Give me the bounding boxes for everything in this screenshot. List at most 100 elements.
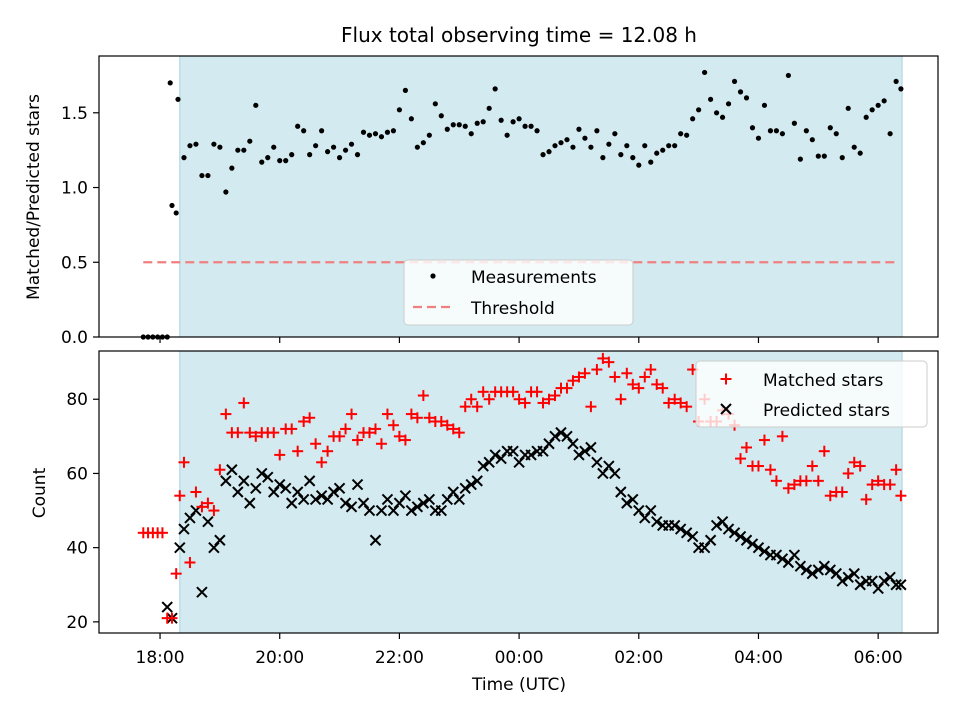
matched-point: [477, 386, 489, 398]
measurement-point: [253, 102, 259, 108]
measurement-point: [414, 144, 420, 150]
matched-points: [137, 352, 907, 624]
matched-point: [669, 393, 681, 405]
matched-point: [178, 456, 190, 468]
matched-point: [292, 445, 304, 457]
matched-point: [585, 401, 597, 413]
matched-point: [782, 482, 794, 494]
predicted-point: [238, 475, 250, 487]
predicted-point: [174, 541, 186, 554]
predicted-point: [573, 449, 585, 461]
measurement-point: [833, 131, 839, 137]
matched-point: [268, 427, 280, 439]
predicted-point: [208, 541, 220, 554]
matched-point: [447, 423, 459, 435]
predicted-point: [387, 504, 400, 517]
matched-point: [190, 486, 202, 498]
matched-point: [334, 430, 346, 442]
predicted-point: [280, 482, 292, 494]
matched-point: [286, 423, 298, 435]
predicted-point: [417, 497, 430, 509]
measurement-point: [175, 96, 181, 102]
measurement-point: [372, 131, 379, 137]
top-y-tick-label: 1.5: [61, 104, 88, 124]
bottom-y-tick-label: 40: [66, 539, 88, 559]
measurement-point: [606, 141, 612, 147]
measurement-point: [319, 128, 325, 134]
predicted-point: [351, 478, 364, 491]
bottom-legend: Matched stars Predicted stars: [695, 360, 928, 428]
predicted-point: [333, 482, 346, 494]
measurement-point: [594, 128, 600, 134]
predicted-point: [770, 549, 783, 561]
predicted-point: [399, 490, 412, 502]
matched-point: [621, 367, 633, 379]
top-panel: 0.0 0.5 1.0 1.5 Matched/Predicted stars Mea…: [24, 55, 939, 348]
x-axis-label: Time (UTC): [471, 675, 566, 695]
matched-point: [627, 378, 639, 390]
predicted-point: [411, 501, 424, 513]
predicted-point: [363, 504, 376, 517]
matched-point: [579, 367, 591, 379]
predicted-point: [836, 575, 848, 587]
legend-matched-marker: [720, 373, 732, 385]
measurement-point: [654, 150, 660, 156]
measurement-point: [875, 102, 881, 108]
measurement-point: [193, 141, 199, 147]
predicted-point: [818, 560, 831, 572]
measurement-point: [791, 120, 797, 126]
predicted-point: [698, 541, 711, 554]
matched-point: [758, 434, 770, 446]
measurement-point: [528, 123, 534, 129]
bottom-x-tick-label: 22:00: [375, 648, 424, 668]
predicted-point: [621, 497, 633, 509]
measurement-point: [432, 101, 438, 107]
measurement-point: [743, 95, 750, 101]
matched-point: [639, 371, 651, 383]
predicted-point: [734, 530, 747, 543]
predicted-point: [405, 504, 418, 517]
predicted-point: [339, 497, 352, 509]
measurement-points: [140, 69, 904, 340]
measurement-point: [576, 126, 582, 132]
matched-point: [202, 497, 214, 509]
bottom-x-tick-label: 00:00: [495, 648, 544, 668]
matched-point: [603, 356, 615, 368]
predicted-point: [555, 426, 567, 439]
measurement-point: [755, 135, 762, 141]
measurement-point: [660, 147, 666, 153]
matched-point: [170, 568, 182, 580]
measurement-point: [474, 120, 480, 126]
legend-predicted-marker: [720, 403, 732, 415]
matched-point: [381, 408, 393, 420]
predicted-point: [633, 504, 645, 517]
matched-point: [615, 393, 627, 405]
predicted-point: [309, 493, 322, 506]
measurement-point: [492, 86, 498, 92]
measurement-point: [325, 149, 331, 155]
matched-point: [573, 371, 585, 383]
predicted-point: [872, 582, 884, 595]
legend-plus-glyph: [720, 373, 732, 385]
predicted-point: [603, 460, 615, 472]
measurement-point: [229, 165, 235, 171]
measurement-point: [684, 132, 690, 138]
measurement-point: [803, 128, 809, 134]
predicted-point: [507, 445, 519, 457]
matched-point: [561, 382, 573, 394]
measurement-point: [582, 135, 588, 141]
matched-point: [316, 456, 328, 468]
predicted-point: [830, 567, 842, 580]
bottom-y-label: Count: [30, 467, 50, 518]
measurement-point: [199, 172, 205, 179]
matched-point: [244, 427, 256, 439]
measurement-point: [857, 150, 863, 156]
measurement-point: [396, 107, 403, 113]
predicted-point: [262, 471, 274, 483]
matched-point: [507, 386, 519, 398]
predicted-point: [232, 486, 244, 498]
predicted-point: [303, 475, 316, 487]
measurement-point: [348, 141, 355, 147]
matched-point: [453, 427, 465, 439]
predicted-point: [441, 493, 453, 506]
